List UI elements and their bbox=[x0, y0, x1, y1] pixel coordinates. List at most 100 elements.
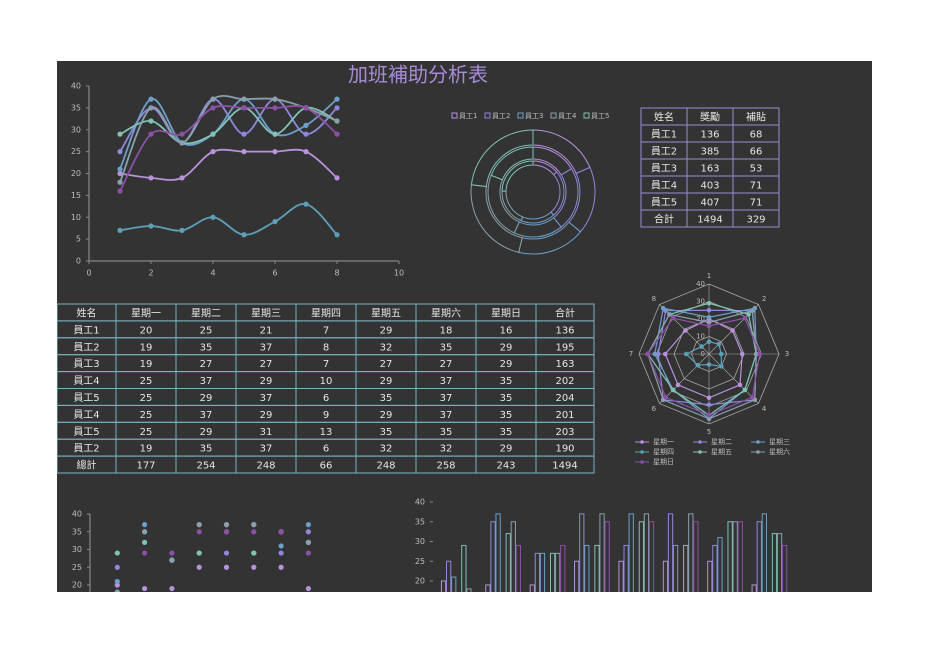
point bbox=[115, 597, 120, 602]
table-text: 員工2 bbox=[73, 341, 99, 353]
x-tick-label: 8 bbox=[334, 269, 339, 278]
point bbox=[334, 118, 340, 124]
legend-label: 星期日 bbox=[653, 458, 674, 466]
y-tick-label: 25 bbox=[71, 147, 81, 156]
table-text: 35 bbox=[200, 342, 213, 353]
point bbox=[272, 131, 278, 137]
radial-tick-label: 10 bbox=[696, 333, 705, 341]
bar bbox=[688, 513, 694, 592]
x-tick-label: 0 bbox=[86, 269, 91, 278]
bar bbox=[623, 544, 629, 592]
point bbox=[241, 96, 247, 102]
table-text: 35 bbox=[380, 427, 393, 438]
table-text: 29 bbox=[500, 359, 513, 370]
point bbox=[303, 149, 309, 155]
legend-swatch bbox=[583, 112, 590, 119]
table-header: 星期六 bbox=[431, 307, 461, 319]
bar bbox=[751, 584, 757, 592]
point bbox=[179, 227, 185, 233]
point bbox=[272, 149, 278, 155]
table-text: 35 bbox=[500, 393, 513, 404]
table-text: 29 bbox=[380, 376, 393, 387]
point bbox=[305, 522, 311, 528]
radar-axis bbox=[708, 353, 759, 404]
y-tick-label: 25 bbox=[415, 557, 425, 566]
bar bbox=[594, 544, 600, 592]
table-text: 總計 bbox=[77, 459, 97, 472]
table-text: 248 bbox=[376, 461, 395, 472]
point bbox=[706, 402, 712, 408]
point bbox=[675, 382, 681, 388]
point bbox=[719, 364, 724, 369]
table-text: 21 bbox=[260, 325, 273, 336]
point bbox=[241, 232, 247, 238]
bar bbox=[584, 544, 590, 592]
point bbox=[278, 529, 284, 535]
point bbox=[142, 539, 148, 546]
legend-label: 員工1 bbox=[459, 112, 477, 120]
axis-label: 1 bbox=[707, 272, 711, 280]
bar bbox=[767, 636, 771, 660]
point bbox=[169, 550, 175, 556]
table-text: 254 bbox=[196, 461, 215, 472]
table-header: 姓名 bbox=[77, 306, 97, 319]
bar bbox=[717, 537, 723, 592]
table-text: 203 bbox=[555, 427, 574, 438]
table-header: 星期三 bbox=[251, 307, 281, 319]
point bbox=[241, 149, 247, 155]
table-text: 員工4 bbox=[73, 409, 99, 421]
table-header: 獎勵 bbox=[700, 111, 720, 124]
legend-marker bbox=[756, 450, 760, 454]
point bbox=[742, 387, 748, 393]
legend-label: 員工5 bbox=[591, 112, 609, 120]
point bbox=[148, 175, 154, 181]
table-text: 29 bbox=[260, 376, 273, 387]
point bbox=[757, 351, 763, 357]
point bbox=[117, 170, 123, 177]
point bbox=[148, 118, 154, 124]
point bbox=[334, 131, 340, 137]
bar bbox=[549, 552, 556, 592]
table-text: 20 bbox=[140, 325, 153, 336]
y-tick-label: 20 bbox=[72, 581, 82, 590]
bar bbox=[510, 521, 516, 592]
table-header: 星期一 bbox=[131, 307, 161, 319]
x-tick-label: 6 bbox=[272, 269, 277, 278]
table-text: 403 bbox=[700, 181, 719, 192]
legend-label: 星期二 bbox=[711, 438, 732, 446]
table-text: 37 bbox=[200, 376, 213, 387]
bar bbox=[451, 576, 457, 592]
point bbox=[645, 351, 651, 357]
point bbox=[117, 149, 123, 155]
bar bbox=[555, 552, 561, 592]
y-tick-label: 40 bbox=[72, 510, 82, 519]
table-text: 35 bbox=[500, 376, 513, 387]
point bbox=[742, 315, 748, 321]
point bbox=[706, 323, 712, 329]
point bbox=[750, 308, 755, 313]
point bbox=[148, 131, 154, 137]
point bbox=[117, 179, 123, 185]
point bbox=[251, 522, 257, 528]
table-header: 補貼 bbox=[746, 111, 766, 124]
y-tick-label: 35 bbox=[72, 527, 82, 536]
point bbox=[706, 320, 712, 325]
y-tick-label: 0 bbox=[76, 257, 81, 266]
y-tick-label: 10 bbox=[71, 213, 81, 222]
table-text: 員工4 bbox=[651, 180, 677, 192]
bar bbox=[501, 628, 505, 660]
point bbox=[334, 175, 340, 181]
table-text: 9 bbox=[323, 410, 329, 421]
point bbox=[148, 105, 154, 111]
bar bbox=[485, 584, 491, 592]
table-text: 32 bbox=[440, 444, 453, 455]
bar bbox=[648, 521, 655, 592]
table-text: 29 bbox=[200, 393, 213, 404]
table-text: 37 bbox=[260, 444, 273, 455]
point bbox=[251, 550, 257, 556]
table-text: 員工1 bbox=[651, 129, 677, 141]
table-text: 177 bbox=[136, 461, 155, 472]
point bbox=[303, 105, 309, 111]
y-tick-label: 15 bbox=[71, 191, 81, 200]
point bbox=[169, 557, 175, 563]
